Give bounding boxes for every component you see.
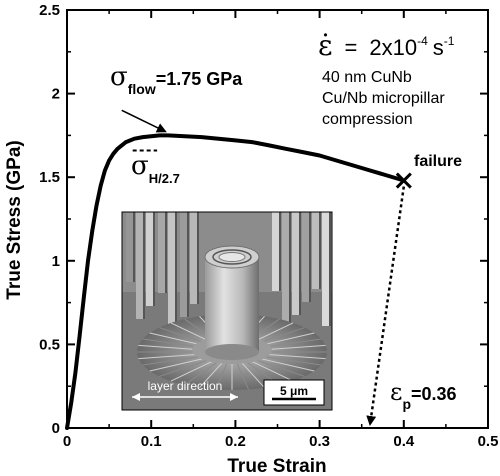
failure-x-stroke-2: [395, 172, 412, 189]
scale-bar-label: 5 μm: [280, 384, 308, 398]
x-tick-label-5: 0.5: [478, 433, 499, 450]
sem-column-shadow: [165, 212, 167, 293]
sem-column: [312, 212, 319, 289]
sem-column-shadow: [197, 212, 199, 304]
material-line-3: compression: [322, 111, 413, 128]
y-tick-label-3: 1.5: [39, 169, 60, 186]
sem-column: [126, 212, 133, 282]
x-tick-label-1: 0.1: [141, 433, 162, 450]
sem-column: [322, 212, 329, 326]
flow-stress-label: σflow=1.75 GPa: [110, 62, 243, 97]
sem-column: [282, 212, 289, 328]
y-tick-label-4: 2: [52, 86, 60, 103]
sem-column-shadow: [143, 212, 145, 319]
sem-column-shadow: [319, 212, 321, 289]
sem-column-shadow: [329, 212, 331, 326]
flow-stress-arrow: [121, 109, 167, 133]
scale-bar-box: [263, 379, 325, 406]
x-axis-label: True Strain: [227, 456, 326, 476]
strain-rate-label: ε̇ = 2x10-4 s-1: [318, 29, 455, 62]
sem-inset: layer direction 5 μm: [121, 211, 333, 411]
sem-column-shadow: [279, 212, 281, 291]
y-tick-label-5: 2.5: [39, 2, 60, 19]
micropillar: [205, 257, 259, 352]
sem-column: [168, 212, 175, 330]
sem-column-shadow: [289, 212, 291, 328]
layer-direction-label: layer direction: [148, 379, 223, 393]
failure-label: failure: [414, 153, 462, 170]
sem-column-shadow: [175, 212, 177, 330]
sem-column-shadow: [309, 212, 311, 302]
sem-column-shadow: [187, 212, 189, 317]
sem-column: [190, 212, 197, 304]
sem-column: [146, 212, 153, 306]
stress-strain-curve: [65, 133, 406, 430]
plastic-strain-arrow: [366, 186, 406, 426]
x-tick-label-4: 0.4: [393, 433, 415, 450]
sem-column: [302, 212, 309, 302]
sem-column: [136, 212, 143, 319]
sem-background-columns: [126, 212, 331, 330]
plastic-strain-label: εp=0.36: [390, 378, 457, 412]
sem-column: [180, 212, 187, 317]
y-tick-label-1: 0.5: [39, 336, 60, 353]
sem-column-shadow: [299, 212, 301, 315]
x-tick-label-3: 0.3: [309, 433, 330, 450]
sem-column: [272, 212, 279, 291]
sem-column: [158, 212, 165, 293]
y-axis-label: True Stress (GPa): [4, 140, 25, 299]
sem-column-shadow: [153, 212, 155, 306]
axis-tick-labels: 0 0.1 0.2 0.3 0.4 0.5 0 0.5 1 1.5 2 2.5: [39, 2, 498, 450]
y-tick-label-0: 0: [52, 420, 60, 437]
x-tick-label-0: 0: [63, 433, 71, 450]
y-tick-label-2: 1: [52, 253, 60, 270]
sem-column-shadow: [133, 212, 135, 282]
material-line-2: Cu/Nb micropillar: [322, 90, 445, 107]
material-line-1: 40 nm CuNb: [322, 69, 412, 86]
hardness-label: σH/2.7: [131, 151, 180, 186]
x-tick-label-2: 0.2: [225, 433, 246, 450]
failure-marker: [395, 172, 412, 189]
sem-column: [292, 212, 299, 315]
